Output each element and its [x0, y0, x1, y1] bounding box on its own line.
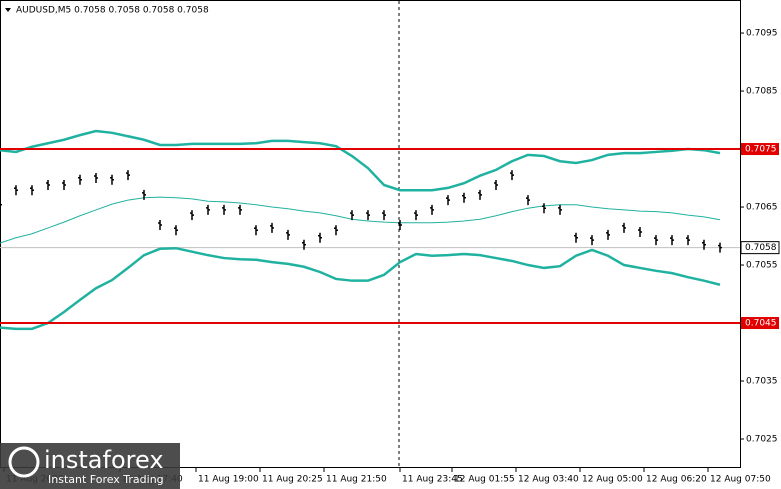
- chart-title: AUDUSD,M5 0.7058 0.7058 0.7058 0.7058: [16, 6, 209, 16]
- price-bar: [478, 189, 482, 200]
- price-bar: [510, 170, 514, 181]
- level-tag: [741, 317, 779, 330]
- price-bar: [126, 170, 130, 181]
- x-tick-label: 12 Aug 03:40: [518, 475, 579, 485]
- price-bar: [558, 204, 562, 215]
- y-tick-label: 0.7085: [746, 87, 778, 97]
- price-bar: [30, 185, 34, 196]
- price-bar: [78, 174, 82, 185]
- price-bar: [446, 195, 450, 206]
- price-bar: [238, 204, 242, 215]
- price-bar: [94, 173, 98, 184]
- last-price-label: 0.7058: [745, 243, 777, 253]
- price-bar: [254, 225, 258, 236]
- y-tick-label: 0.7025: [746, 435, 778, 445]
- last-price-tag: [740, 241, 780, 255]
- plot-frame: [0, 0, 741, 468]
- price-bar: [142, 189, 146, 200]
- price-bar: [574, 232, 578, 243]
- price-bar: [494, 179, 498, 190]
- y-tick-label: 0.7095: [746, 29, 778, 39]
- logo-text: instaforex: [44, 446, 164, 474]
- band-line: [0, 196, 721, 244]
- price-bar: [686, 235, 690, 246]
- x-tick-label: 12 Aug 05:00: [582, 475, 643, 485]
- x-tick-label: 12 Aug 01:55: [454, 475, 515, 485]
- y-tick-label: 0.7065: [746, 203, 778, 213]
- y-tick-label: 0.7035: [746, 377, 778, 387]
- price-bar: [350, 210, 354, 221]
- price-bar: [334, 225, 338, 236]
- price-bar: [430, 204, 434, 215]
- x-tick-label: 11 Aug 21:50: [326, 475, 387, 485]
- price-bar: [174, 225, 178, 236]
- price-bar: [398, 220, 402, 231]
- level-label: 0.7075: [745, 145, 777, 155]
- price-bar: [526, 195, 530, 206]
- logo-icon: [8, 446, 40, 478]
- price-bar: [414, 210, 418, 221]
- price-bar: [302, 239, 306, 250]
- price-bar: [638, 226, 642, 237]
- price-bar: [286, 229, 290, 240]
- price-bar: [62, 179, 66, 190]
- price-bar: [654, 235, 658, 246]
- price-bar: [158, 220, 162, 231]
- logo-subtitle: Instant Forex Trading: [48, 473, 164, 486]
- price-bar: [270, 222, 274, 233]
- price-bar: [366, 210, 370, 221]
- band-line: [0, 246, 721, 331]
- x-tick-label: 12 Aug 06:20: [646, 475, 707, 485]
- x-tick-label: 11 Aug 20:25: [262, 475, 323, 485]
- price-bar: [542, 203, 546, 214]
- price-bar: [318, 232, 322, 243]
- price-bar: [606, 229, 610, 240]
- price-bar: [46, 179, 50, 190]
- price-bar: [670, 235, 674, 246]
- price-bar: [382, 210, 386, 221]
- price-bar: [190, 210, 194, 221]
- band-line: [0, 129, 721, 192]
- price-bar: [622, 222, 626, 233]
- price-bar: [14, 185, 18, 196]
- x-tick-label: 12 Aug 07:50: [710, 475, 771, 485]
- price-bar: [206, 204, 210, 215]
- price-bar: [462, 192, 466, 203]
- x-tick-label: 11 Aug 23:45: [402, 475, 463, 485]
- price-bar: [110, 174, 114, 185]
- level-label: 0.7045: [745, 319, 777, 329]
- y-tick-label: 0.7055: [746, 261, 778, 271]
- price-bar: [702, 239, 706, 250]
- price-bar: [590, 235, 594, 246]
- price-bar: [718, 242, 722, 253]
- x-tick-label: 11 Aug 19:00: [198, 475, 259, 485]
- price-bar: [0, 199, 2, 210]
- level-tag: [741, 143, 779, 156]
- price-bar: [222, 204, 226, 215]
- menu-arrow: [5, 8, 11, 12]
